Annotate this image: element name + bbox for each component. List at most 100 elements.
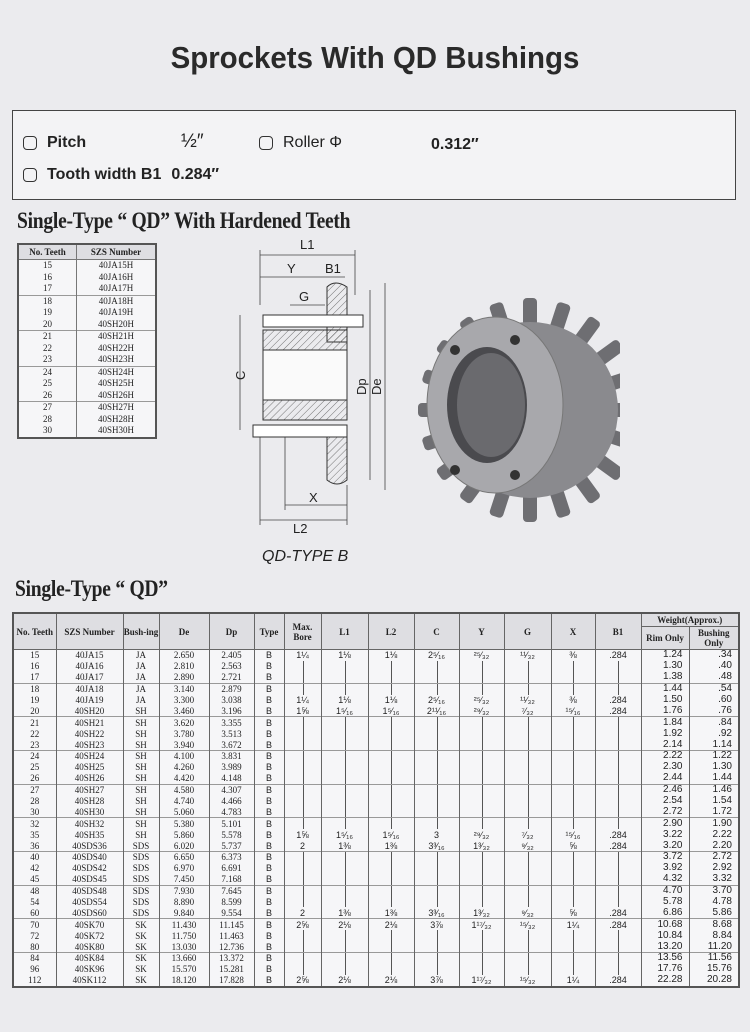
table-cell: 3.355	[208, 716, 255, 729]
table-cell: 40JA19	[55, 694, 124, 706]
teeth-cell: 26	[17, 389, 77, 402]
table-cell	[367, 941, 415, 953]
table-cell	[283, 896, 322, 908]
table-cell: SDS	[122, 907, 160, 919]
sprocket-tooth	[549, 486, 571, 518]
table-cell: 3.300	[158, 694, 210, 706]
table-cell: 2.44	[640, 773, 690, 785]
table-row: 84 40SK84 SK 13.660 13.372 B 13.56 11.56	[12, 952, 740, 965]
table-cell: 2.879	[208, 682, 255, 695]
table-cell	[503, 716, 552, 730]
table-cell: 1⅛	[367, 694, 415, 706]
table-cell	[367, 795, 415, 807]
table-cell: 40SH27	[55, 783, 124, 796]
table-cell: 1⁵⁄₁₆	[367, 829, 415, 841]
table-cell	[458, 682, 505, 696]
table-cell	[413, 682, 460, 696]
table-cell: 15.76	[688, 964, 740, 975]
table-cell: ¹¹⁄₃₂	[503, 694, 552, 706]
table-cell	[594, 749, 642, 763]
table-cell: SDS	[122, 884, 160, 897]
table-cell: 4.70	[640, 884, 690, 897]
table-row: 112 40SK112 SK 18.120 17.828 B 2⅝ 2⅛ 2⅛ 3⅞ 1¹⁷⁄₃₂ ¹…	[12, 974, 740, 987]
table-cell	[283, 963, 322, 975]
table-cell	[594, 896, 642, 908]
table-cell	[283, 761, 322, 773]
table-cell	[594, 963, 642, 975]
table-cell	[283, 817, 322, 831]
table-cell: 3.140	[158, 682, 210, 695]
table-cell: ¹⁵⁄₁₆	[550, 705, 596, 717]
table-cell: 40JA18	[55, 682, 124, 695]
col-header: Dp	[208, 612, 255, 650]
table-cell: B	[253, 829, 285, 841]
table-cell: 11.56	[688, 952, 740, 964]
table-cell: 54	[12, 896, 57, 908]
table-cell: 3.70	[688, 884, 740, 897]
table-cell: 3.038	[208, 694, 255, 706]
table-cell: 4.32	[640, 874, 690, 886]
table-cell: B	[253, 705, 285, 717]
dim-label-g: G	[299, 289, 309, 304]
table-cell: 40SH22	[55, 728, 124, 740]
table-cell	[458, 963, 505, 975]
table-cell	[367, 884, 415, 898]
table-cell: 17	[12, 671, 57, 684]
table-cell	[413, 817, 460, 831]
table-cell: 2⅛	[367, 918, 415, 931]
table-cell: 17.76	[640, 964, 690, 975]
table-cell: 3.620	[158, 716, 210, 729]
sprocket-tooth	[489, 486, 511, 518]
table-cell	[320, 761, 369, 773]
table-cell: B	[253, 907, 285, 919]
table-cell: 2⅝	[283, 918, 322, 931]
table-cell: 40SDS54	[55, 896, 124, 908]
table-cell: 1⅛	[367, 649, 415, 661]
table-cell: SH	[122, 795, 160, 807]
table-cell	[320, 728, 369, 740]
table-cell: 4.307	[208, 783, 255, 796]
table-cell: 40SH32	[55, 817, 124, 830]
table-cell: 2.14	[640, 739, 690, 751]
table-cell: SDS	[122, 851, 160, 863]
teeth-cell: 17	[17, 283, 77, 295]
table-row: 25 40SH25H	[17, 378, 157, 390]
table-cell: 40SH35	[55, 829, 124, 841]
table-cell: 8.890	[158, 896, 210, 908]
szs-number-cell: 40SH26H	[75, 389, 157, 402]
table-cell: .60	[688, 695, 740, 706]
sprocket-tooth	[523, 298, 537, 328]
table-cell: 42	[12, 862, 57, 874]
table-cell: 3.672	[208, 739, 255, 751]
table-cell: B	[253, 660, 285, 672]
table-cell	[550, 795, 596, 807]
table-cell: 2⅛	[320, 974, 369, 987]
table-cell: 1.50	[640, 695, 690, 706]
table-cell: B	[253, 963, 285, 975]
table-cell: B	[253, 783, 285, 796]
table-cell	[367, 761, 415, 773]
table-cell: 15	[12, 649, 57, 661]
table-cell	[320, 660, 369, 672]
table-cell: 18	[12, 682, 57, 695]
table-cell: 84	[12, 952, 57, 964]
szs-number-cell: 40SH27H	[75, 401, 157, 414]
table-cell: 9.554	[208, 907, 255, 919]
table-cell	[413, 896, 460, 908]
table-cell	[503, 682, 552, 696]
table-cell	[320, 851, 369, 864]
table-cell: 5.86	[688, 907, 740, 919]
table-cell: ²⁵⁄₃₂	[458, 694, 505, 706]
table-cell	[367, 873, 415, 886]
table-cell: 1.54	[688, 796, 740, 807]
table-cell	[320, 896, 369, 908]
table-cell	[594, 739, 642, 751]
table-cell: 1.24	[640, 649, 690, 661]
table-cell: 40JA17	[55, 671, 124, 684]
table-cell: SK	[122, 918, 160, 931]
table-cell	[550, 862, 596, 874]
table-cell: 2.405	[208, 649, 255, 661]
table-cell	[283, 941, 322, 953]
table-cell: 3⅞	[413, 974, 460, 987]
table-cell	[367, 772, 415, 785]
